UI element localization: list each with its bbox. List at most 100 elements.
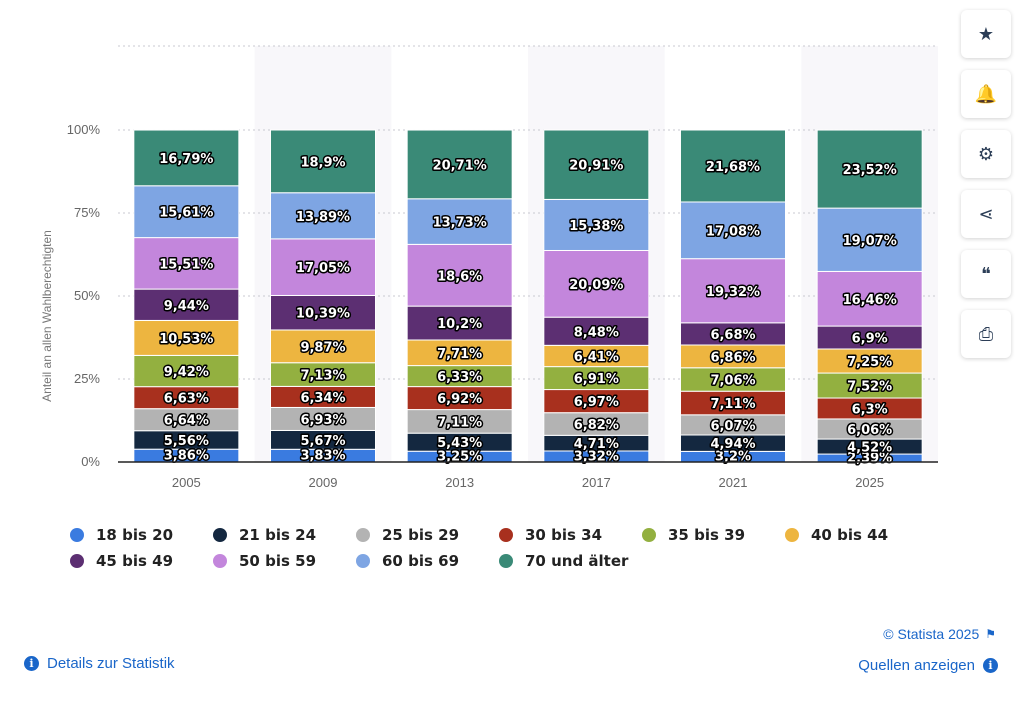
legend-item[interactable]: 35 bis 39: [642, 522, 785, 548]
y-axis-label: Anteil an allen Wahlberechtigten: [40, 230, 54, 402]
data-label: 3,86%: [164, 449, 209, 464]
data-label: 16,46%: [843, 293, 897, 308]
legend-swatch: [356, 554, 370, 568]
data-label: 6,9%: [852, 332, 888, 347]
data-label: 7,25%: [847, 355, 892, 370]
data-label: 20,71%: [433, 158, 487, 173]
data-label: 10,2%: [437, 317, 482, 332]
data-label: 16,79%: [159, 152, 213, 167]
y-tick-label: 50%: [74, 288, 100, 303]
legend-label: 25 bis 29: [382, 526, 459, 544]
info-icon: i: [983, 658, 998, 673]
bar-segment: [270, 238, 376, 296]
bar-segment: [406, 339, 513, 367]
legend-item[interactable]: 60 bis 69: [356, 548, 499, 574]
bar-segment: [133, 129, 240, 187]
data-label: 6,06%: [847, 423, 892, 438]
data-label: 6,82%: [574, 418, 619, 433]
legend-item[interactable]: 30 bis 34: [499, 522, 642, 548]
data-label: 17,08%: [706, 224, 760, 239]
data-label: 15,61%: [159, 206, 213, 221]
gear-icon: ⚙: [977, 143, 995, 165]
data-label: 9,87%: [300, 340, 345, 355]
bar-segment: [133, 185, 240, 239]
details-link[interactable]: i Details zur Statistik: [24, 655, 175, 672]
data-label: 20,09%: [569, 278, 623, 293]
x-tick-label: 2009: [309, 475, 338, 490]
y-tick-label: 25%: [74, 371, 100, 386]
bar-segment: [270, 129, 376, 194]
sidebar-toolbar: ★ 🔔 ⚙ ⋖ ❝ ⎙: [961, 10, 1011, 370]
bar-segment: [133, 319, 240, 356]
quote-icon: ❝: [981, 263, 991, 285]
bar-segment: [543, 249, 650, 318]
data-label: 7,13%: [300, 369, 345, 384]
data-label: 10,53%: [159, 332, 213, 347]
data-label: 4,71%: [574, 437, 619, 452]
legend-swatch: [356, 528, 370, 542]
data-label: 6,3%: [852, 402, 888, 417]
legend-swatch: [785, 528, 799, 542]
data-label: 6,34%: [300, 391, 345, 406]
print-icon: ⎙: [978, 323, 994, 345]
data-label: 4,94%: [710, 437, 755, 452]
legend-label: 70 und älter: [525, 552, 629, 570]
data-label: 6,64%: [164, 414, 209, 429]
bar-segment: [816, 270, 923, 327]
legend-item[interactable]: 45 bis 49: [70, 548, 213, 574]
legend-item[interactable]: 21 bis 24: [213, 522, 356, 548]
data-label: 19,32%: [706, 285, 760, 300]
data-label: 13,73%: [433, 216, 487, 231]
legend-item[interactable]: 50 bis 59: [213, 548, 356, 574]
legend-item[interactable]: 70 und älter: [499, 548, 642, 574]
y-tick-label: 75%: [74, 205, 100, 220]
data-label: 6,86%: [710, 350, 755, 365]
data-label: 7,11%: [710, 397, 755, 412]
bar-segment: [543, 316, 650, 346]
y-tick-label: 0%: [81, 454, 100, 469]
data-label: 7,52%: [847, 380, 892, 395]
data-label: 6,07%: [710, 419, 755, 434]
data-label: 18,6%: [437, 269, 482, 284]
gear-button[interactable]: ⚙: [961, 130, 1011, 178]
data-label: 6,41%: [574, 350, 619, 365]
details-link-label: Details zur Statistik: [47, 655, 175, 672]
share-button[interactable]: ⋖: [961, 190, 1011, 238]
bar-segment: [270, 192, 376, 240]
bar-segment: [406, 129, 513, 200]
legend-label: 30 bis 34: [525, 526, 602, 544]
legend-label: 60 bis 69: [382, 552, 459, 570]
bar-segment: [543, 129, 650, 200]
bar-segment: [133, 288, 240, 321]
legend-swatch: [213, 554, 227, 568]
bell-button[interactable]: 🔔: [961, 70, 1011, 118]
x-tick-label: 2013: [445, 475, 474, 490]
data-label: 18,9%: [300, 155, 345, 170]
data-label: 10,39%: [296, 307, 350, 322]
data-label: 13,89%: [296, 210, 350, 225]
legend-item[interactable]: 40 bis 44: [785, 522, 928, 548]
legend-swatch: [642, 528, 656, 542]
data-label: 6,92%: [437, 392, 482, 407]
legend-item[interactable]: 18 bis 20: [70, 522, 213, 548]
star-button[interactable]: ★: [961, 10, 1011, 58]
quote-button[interactable]: ❝: [961, 250, 1011, 298]
bar-segment: [680, 258, 786, 324]
sources-link[interactable]: Quellen anzeigen i: [858, 657, 998, 674]
flag-icon[interactable]: ⚑: [985, 627, 996, 641]
print-button[interactable]: ⎙: [961, 310, 1011, 358]
bar-segment: [406, 243, 513, 307]
x-tick-label: 2017: [582, 475, 611, 490]
legend-item[interactable]: 25 bis 29: [356, 522, 499, 548]
data-label: 6,33%: [437, 370, 482, 385]
legend-label: 21 bis 24: [239, 526, 316, 544]
data-label: 6,93%: [300, 413, 345, 428]
bar-segment: [133, 237, 240, 290]
legend-swatch: [70, 528, 84, 542]
data-label: 17,05%: [296, 261, 350, 276]
data-label: 9,44%: [164, 299, 209, 314]
chart-legend: 18 bis 20 21 bis 24 25 bis 29 30 bis 34 35 b…: [70, 522, 950, 574]
legend-label: 45 bis 49: [96, 552, 173, 570]
data-label: 15,51%: [159, 257, 213, 272]
